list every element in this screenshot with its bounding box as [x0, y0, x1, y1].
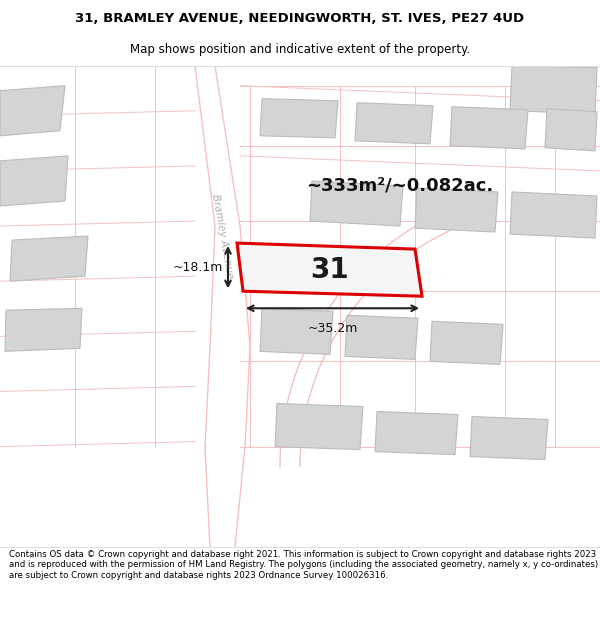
Polygon shape	[430, 321, 503, 364]
Polygon shape	[195, 66, 250, 547]
Polygon shape	[0, 156, 68, 206]
Polygon shape	[375, 411, 458, 454]
Text: Bramley Avenue: Bramley Avenue	[209, 193, 235, 279]
Text: 31: 31	[310, 256, 349, 284]
Polygon shape	[310, 181, 403, 226]
Polygon shape	[275, 404, 363, 449]
Polygon shape	[470, 416, 548, 459]
Polygon shape	[415, 188, 498, 232]
Polygon shape	[5, 308, 82, 351]
Polygon shape	[545, 109, 597, 151]
Polygon shape	[510, 192, 597, 238]
Text: 31, BRAMLEY AVENUE, NEEDINGWORTH, ST. IVES, PE27 4UD: 31, BRAMLEY AVENUE, NEEDINGWORTH, ST. IV…	[76, 12, 524, 25]
Polygon shape	[260, 99, 338, 138]
Polygon shape	[355, 102, 433, 144]
Polygon shape	[260, 308, 333, 354]
Text: ~18.1m: ~18.1m	[173, 261, 223, 274]
Polygon shape	[237, 243, 422, 296]
Polygon shape	[0, 86, 65, 136]
Text: ~333m²/~0.082ac.: ~333m²/~0.082ac.	[307, 177, 494, 195]
Polygon shape	[345, 315, 418, 359]
Polygon shape	[450, 107, 528, 149]
Polygon shape	[10, 236, 88, 281]
Polygon shape	[510, 66, 597, 114]
Text: ~35.2m: ~35.2m	[307, 322, 358, 335]
Text: Map shows position and indicative extent of the property.: Map shows position and indicative extent…	[130, 44, 470, 56]
Text: Contains OS data © Crown copyright and database right 2021. This information is : Contains OS data © Crown copyright and d…	[9, 550, 598, 580]
